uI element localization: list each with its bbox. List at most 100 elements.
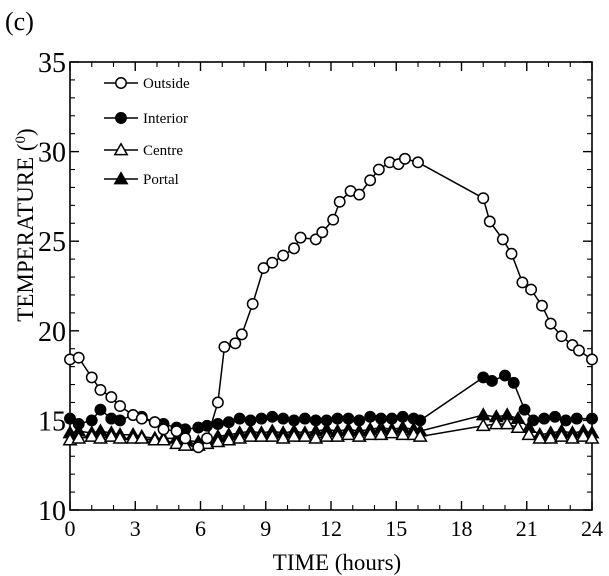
series-layer bbox=[62, 152, 600, 454]
data-point-centre bbox=[210, 434, 226, 448]
data-point-interior bbox=[309, 414, 322, 427]
legend-label-interior: Interior bbox=[143, 111, 188, 127]
data-point-centre bbox=[84, 428, 100, 442]
data-point-centre bbox=[253, 428, 269, 442]
data-point-outside bbox=[372, 163, 385, 176]
data-point-outside bbox=[72, 351, 85, 364]
data-point-interior bbox=[277, 412, 290, 425]
data-point-interior bbox=[64, 412, 76, 425]
data-point-centre bbox=[412, 428, 428, 442]
data-point-outside bbox=[288, 242, 300, 255]
legend: Outside Interior Centre Portal bbox=[104, 76, 190, 188]
data-point-interior bbox=[114, 414, 126, 427]
data-point-centre bbox=[340, 427, 356, 441]
series-outside bbox=[64, 152, 598, 454]
data-point-outside bbox=[544, 317, 557, 330]
data-point-centre bbox=[112, 430, 128, 444]
data-point-interior bbox=[527, 414, 540, 427]
legend-item-interior: Interior bbox=[104, 111, 188, 127]
data-point-outside bbox=[211, 396, 224, 409]
data-point-interior bbox=[507, 376, 520, 389]
legend-marker-interior bbox=[115, 112, 127, 124]
data-point-outside bbox=[257, 262, 270, 275]
x-tick-label: 0 bbox=[65, 516, 76, 541]
y-tick-label: 35 bbox=[38, 48, 66, 79]
data-point-centre bbox=[125, 430, 141, 444]
data-point-outside bbox=[555, 330, 568, 343]
data-point-outside bbox=[333, 195, 346, 208]
data-point-centre bbox=[510, 419, 526, 433]
data-point-outside bbox=[586, 353, 598, 366]
data-point-interior bbox=[233, 412, 246, 425]
panel-label: (c) bbox=[5, 7, 34, 36]
data-point-interior bbox=[570, 412, 583, 425]
data-point-interior bbox=[85, 414, 98, 427]
y-tick-label: 15 bbox=[38, 406, 66, 437]
y-tick-label: 30 bbox=[38, 138, 66, 169]
data-point-outside bbox=[114, 400, 126, 413]
data-point-centre bbox=[362, 427, 378, 441]
data-point-interior bbox=[298, 412, 311, 425]
data-point-centre bbox=[147, 432, 163, 446]
legend-item-centre: Centre bbox=[104, 142, 183, 159]
x-tick-label: 24 bbox=[581, 516, 603, 541]
x-axis-label: TIME (hours) bbox=[273, 550, 401, 575]
data-point-outside bbox=[157, 423, 170, 436]
y-axis-label: TEMPERATURE (0) bbox=[13, 128, 38, 321]
series-line-outside bbox=[69, 157, 593, 449]
legend-label-outside: Outside bbox=[143, 76, 190, 92]
data-point-outside bbox=[327, 213, 340, 226]
data-point-centre bbox=[373, 427, 389, 441]
data-point-interior bbox=[72, 418, 85, 430]
data-point-outside bbox=[277, 249, 290, 262]
legend-item-outside: Outside bbox=[104, 76, 190, 92]
data-point-interior bbox=[559, 414, 572, 427]
data-point-outside bbox=[105, 391, 118, 404]
data-point-outside bbox=[192, 441, 205, 454]
data-point-interior bbox=[353, 414, 366, 427]
data-point-outside bbox=[477, 192, 490, 205]
data-point-outside bbox=[201, 432, 213, 445]
data-point-outside bbox=[483, 215, 496, 228]
y-tick-label: 25 bbox=[38, 227, 66, 258]
data-point-outside bbox=[536, 299, 548, 312]
data-point-centre bbox=[554, 428, 570, 442]
data-point-centre bbox=[575, 428, 591, 442]
data-point-centre bbox=[475, 418, 491, 432]
data-point-portal bbox=[475, 407, 491, 421]
x-tick-label: 12 bbox=[320, 516, 342, 541]
data-point-outside bbox=[266, 256, 279, 269]
data-point-outside bbox=[179, 432, 192, 445]
data-point-outside bbox=[85, 371, 98, 384]
data-point-centre bbox=[584, 430, 600, 444]
data-point-outside bbox=[294, 231, 307, 244]
data-point-outside bbox=[148, 416, 161, 429]
data-point-interior bbox=[385, 412, 398, 425]
data-point-centre bbox=[103, 428, 119, 442]
data-point-centre bbox=[221, 432, 237, 446]
data-point-interior bbox=[396, 410, 409, 423]
data-point-interior bbox=[266, 410, 279, 423]
data-point-centre bbox=[308, 430, 324, 444]
data-point-centre bbox=[499, 416, 515, 430]
data-point-centre bbox=[134, 430, 150, 444]
data-point-centre bbox=[71, 430, 87, 444]
legend-item-portal: Portal bbox=[104, 171, 179, 188]
data-point-interior bbox=[288, 414, 300, 427]
data-point-interior bbox=[244, 414, 257, 427]
data-point-outside bbox=[364, 174, 377, 187]
legend-label-centre: Centre bbox=[143, 143, 183, 159]
data-point-centre bbox=[532, 430, 548, 444]
x-tick-label: 18 bbox=[451, 516, 473, 541]
data-point-centre bbox=[156, 432, 172, 446]
x-tick-label: 3 bbox=[130, 516, 141, 541]
data-point-interior bbox=[375, 412, 387, 425]
data-point-outside bbox=[399, 152, 411, 165]
data-point-interior bbox=[586, 412, 598, 425]
data-point-centre bbox=[169, 435, 185, 450]
data-point-outside bbox=[246, 297, 259, 310]
data-point-centre bbox=[351, 428, 367, 442]
data-point-interior bbox=[331, 412, 344, 425]
